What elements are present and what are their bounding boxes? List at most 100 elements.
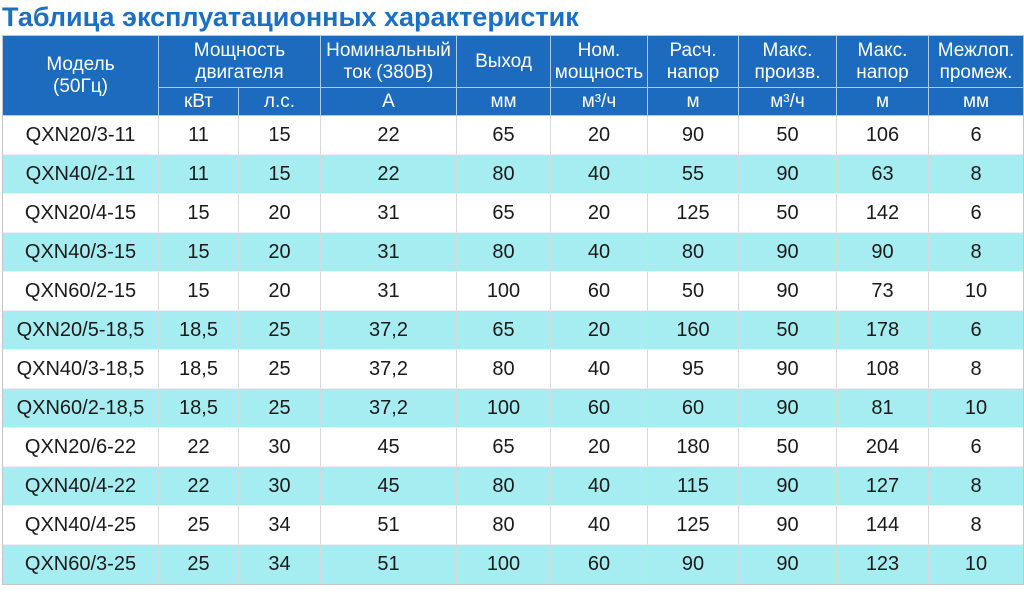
value-cell: 125 — [648, 506, 739, 545]
value-cell: 65 — [457, 428, 551, 467]
value-cell: 95 — [648, 350, 739, 389]
header-model: Модель (50Гц) — [3, 36, 159, 116]
value-cell: 30 — [239, 467, 321, 506]
value-cell: 10 — [929, 545, 1023, 584]
value-cell: 51 — [321, 545, 457, 584]
value-cell: 25 — [239, 350, 321, 389]
value-cell: 80 — [457, 155, 551, 194]
value-cell: 20 — [239, 272, 321, 311]
value-cell: 15 — [239, 116, 321, 155]
value-cell: 178 — [837, 311, 929, 350]
value-cell: 30 — [239, 428, 321, 467]
unit-mm-outlet: мм — [457, 88, 551, 116]
value-cell: 18,5 — [159, 311, 239, 350]
value-cell: 8 — [929, 233, 1023, 272]
model-cell: QXN40/3-15 — [3, 233, 159, 272]
table-row: QXN40/3-15 15 20 31 80 40 80 90 90 8 — [3, 233, 1023, 272]
value-cell: 10 — [929, 272, 1023, 311]
value-cell: 31 — [321, 233, 457, 272]
value-cell: 15 — [159, 194, 239, 233]
value-cell: 73 — [837, 272, 929, 311]
value-cell: 10 — [929, 389, 1023, 428]
value-cell: 108 — [837, 350, 929, 389]
header-max-head: Макс. напор — [837, 36, 929, 88]
model-cell: QXN60/3-25 — [3, 545, 159, 584]
value-cell: 22 — [321, 116, 457, 155]
unit-a: А — [321, 88, 457, 116]
unit-m-rated: м — [648, 88, 739, 116]
model-cell: QXN20/6-22 — [3, 428, 159, 467]
value-cell: 31 — [321, 272, 457, 311]
value-cell: 18,5 — [159, 389, 239, 428]
value-cell: 100 — [457, 272, 551, 311]
value-cell: 80 — [457, 467, 551, 506]
model-cell: QXN20/4-15 — [3, 194, 159, 233]
value-cell: 15 — [239, 155, 321, 194]
value-cell: 144 — [837, 506, 929, 545]
value-cell: 90 — [739, 272, 837, 311]
value-cell: 22 — [159, 428, 239, 467]
value-cell: 123 — [837, 545, 929, 584]
value-cell: 6 — [929, 311, 1023, 350]
model-cell: QXN40/3-18,5 — [3, 350, 159, 389]
table-body: QXN20/3-11 11 15 22 65 20 90 50 106 6 QXN40/2-11 11… — [3, 116, 1023, 584]
value-cell: 90 — [739, 155, 837, 194]
value-cell: 63 — [837, 155, 929, 194]
model-cell: QXN60/2-15 — [3, 272, 159, 311]
value-cell: 6 — [929, 194, 1023, 233]
value-cell: 100 — [457, 389, 551, 428]
value-cell: 60 — [551, 545, 648, 584]
value-cell: 90 — [739, 506, 837, 545]
value-cell: 37,2 — [321, 311, 457, 350]
value-cell: 90 — [648, 545, 739, 584]
value-cell: 90 — [739, 389, 837, 428]
table-row: QXN60/2-15 15 20 31 100 60 50 90 73 10 — [3, 272, 1023, 311]
value-cell: 55 — [648, 155, 739, 194]
model-cell: QXN40/2-11 — [3, 155, 159, 194]
value-cell: 20 — [551, 116, 648, 155]
value-cell: 180 — [648, 428, 739, 467]
unit-hp: л.с. — [239, 88, 321, 116]
value-cell: 90 — [648, 116, 739, 155]
value-cell: 20 — [239, 233, 321, 272]
header-motor-power: Мощность двигателя — [159, 36, 321, 88]
value-cell: 40 — [551, 506, 648, 545]
page-title: Таблица эксплуатационных характеристик — [2, 2, 579, 32]
value-cell: 81 — [837, 389, 929, 428]
value-cell: 160 — [648, 311, 739, 350]
value-cell: 80 — [457, 350, 551, 389]
header-outlet: Выход — [457, 36, 551, 88]
value-cell: 65 — [457, 116, 551, 155]
value-cell: 25 — [159, 545, 239, 584]
header-row-units: кВт л.с. А мм м³/ч м м³/ч м мм — [3, 88, 1023, 116]
value-cell: 60 — [551, 389, 648, 428]
value-cell: 90 — [739, 467, 837, 506]
value-cell: 106 — [837, 116, 929, 155]
value-cell: 25 — [239, 311, 321, 350]
value-cell: 11 — [159, 155, 239, 194]
value-cell: 65 — [457, 311, 551, 350]
table-row: QXN20/6-22 22 30 45 65 20 180 50 204 6 — [3, 428, 1023, 467]
value-cell: 18,5 — [159, 350, 239, 389]
model-cell: QXN60/2-18,5 — [3, 389, 159, 428]
value-cell: 45 — [321, 467, 457, 506]
value-cell: 25 — [239, 389, 321, 428]
value-cell: 22 — [159, 467, 239, 506]
value-cell: 34 — [239, 545, 321, 584]
unit-m3h-max: м³/ч — [739, 88, 837, 116]
unit-mm-gap: мм — [929, 88, 1023, 116]
header-nominal-capacity: Ном. мощность — [551, 36, 648, 88]
value-cell: 90 — [739, 350, 837, 389]
table-row: QXN20/4-15 15 20 31 65 20 125 50 142 6 — [3, 194, 1023, 233]
value-cell: 80 — [457, 506, 551, 545]
value-cell: 65 — [457, 194, 551, 233]
value-cell: 11 — [159, 116, 239, 155]
value-cell: 6 — [929, 428, 1023, 467]
value-cell: 100 — [457, 545, 551, 584]
value-cell: 8 — [929, 467, 1023, 506]
table-row: QXN60/3-25 25 34 51 100 60 90 90 123 10 — [3, 545, 1023, 584]
table-row: QXN40/2-11 11 15 22 80 40 55 90 63 8 — [3, 155, 1023, 194]
table-header: Модель (50Гц) Мощность двигателя Номинал… — [3, 36, 1023, 116]
value-cell: 115 — [648, 467, 739, 506]
value-cell: 204 — [837, 428, 929, 467]
